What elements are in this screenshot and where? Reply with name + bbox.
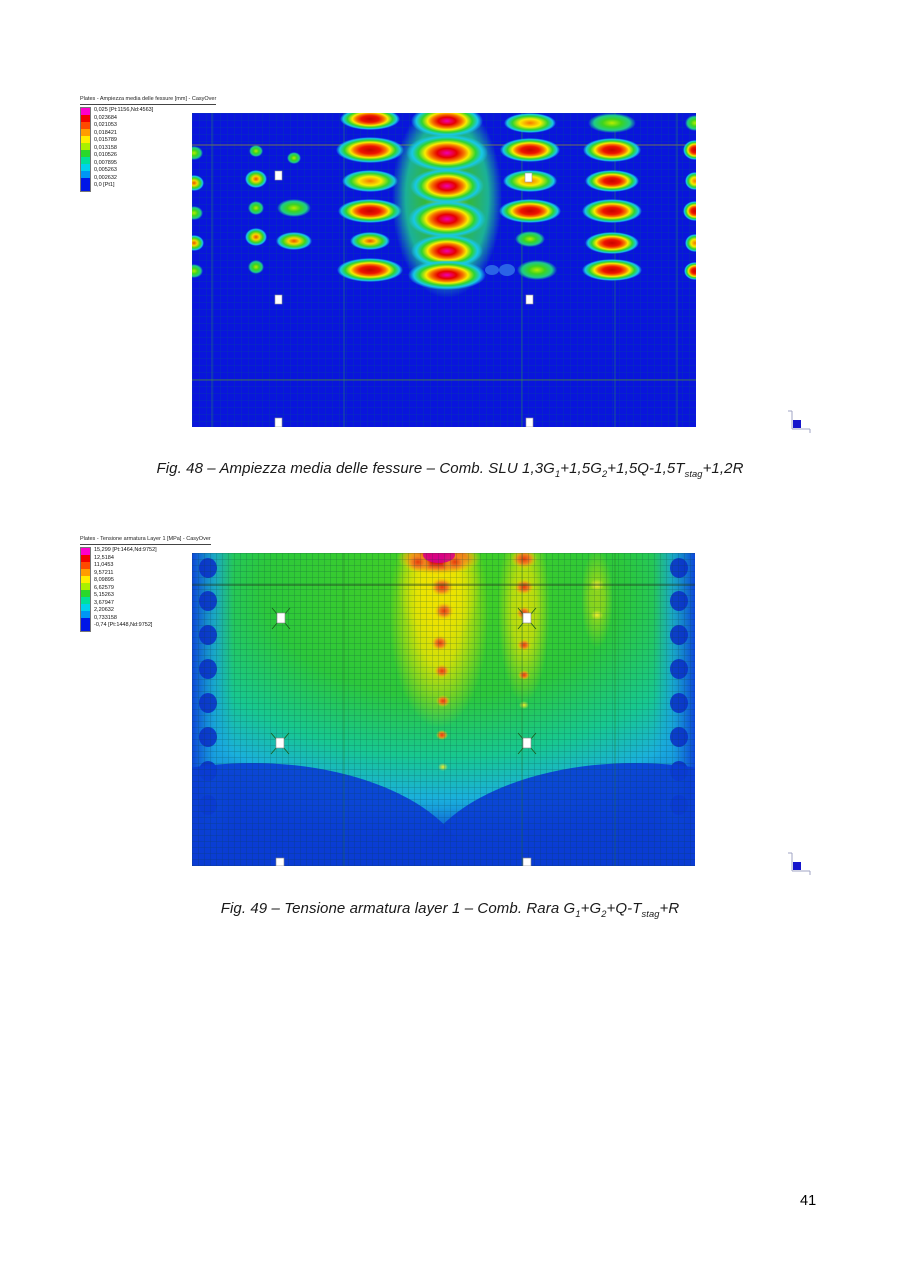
legend-entry: 0,010526	[94, 152, 117, 158]
legend-entry: 0,007895	[94, 159, 117, 166]
fig49-colorbar	[80, 547, 91, 632]
colorbar-segment	[81, 576, 90, 583]
colorbar-segment	[81, 548, 90, 555]
legend-entry: 15,299 [Pt:1464,Nd:9752]	[94, 547, 157, 553]
caption-text: +1,5G	[560, 460, 602, 477]
legend-entry: 0,018421	[94, 129, 117, 136]
colorbar-segment	[81, 171, 90, 178]
legend-entry: 8,09895	[94, 577, 114, 583]
legend-entry: 12,5184	[94, 554, 114, 561]
colorbar-segment	[81, 129, 90, 136]
caption-subscript: 1	[575, 909, 581, 919]
legend-entry: -0,74 [Pt:1448,Nd:9752]	[94, 622, 153, 628]
legend-entry: 6,62579	[94, 584, 114, 591]
legend-entry: 5,15263	[94, 592, 114, 598]
support-marker	[525, 417, 534, 427]
support-marker	[275, 857, 285, 866]
legend-entry: 2,20632	[94, 607, 114, 613]
legend-entry: 9,57211	[94, 569, 114, 576]
caption-text: +1,5Q-1,5T	[607, 460, 685, 477]
fig49-major-gridlines	[192, 553, 695, 866]
support-marker	[276, 612, 286, 624]
support-marker	[275, 737, 285, 749]
caption-text: +Q-T	[606, 900, 642, 917]
colorbar-segment	[81, 583, 90, 590]
colorbar-segment	[81, 150, 90, 157]
caption-text: Fig. 49 – Tensione armatura layer 1 – Co…	[220, 900, 576, 917]
legend-entry: 0,002632	[94, 174, 117, 181]
fig48-legend-labels: 0,025 [Pt:1156,Nd:4563] 0,023684 0,021053 0…	[94, 107, 153, 190]
legend-entry: 0,733158	[94, 614, 117, 621]
fig48-legend: Plates - Ampiezza media delle fessure [m…	[80, 96, 217, 192]
fig48-support-markers	[274, 170, 534, 427]
colorbar-segment	[81, 569, 90, 576]
colorbar-segment	[81, 590, 90, 597]
caption-subscript: 1	[554, 469, 561, 479]
caption-text: +R	[659, 900, 680, 917]
colorbar-segment	[81, 164, 90, 171]
caption-subscript: 2	[602, 469, 608, 479]
caption-text: +1,2R	[702, 460, 744, 477]
support-marker	[274, 417, 283, 427]
fig48-caption: Fig. 48 – Ampiezza media delle fessure –…	[0, 460, 900, 479]
fig49-legend: Plates - Tensione armatura Layer 1 [MPa]…	[80, 536, 211, 632]
colorbar-segment	[81, 611, 90, 618]
fig49-legend-title: Plates - Tensione armatura Layer 1 [MPa]…	[80, 536, 211, 545]
ucs-axes-icon	[788, 852, 811, 875]
fig48-heatmap-crack-width	[192, 113, 696, 427]
colorbar-segment	[81, 555, 90, 562]
support-marker	[522, 737, 532, 749]
support-marker	[525, 294, 534, 305]
colorbar-segment	[81, 136, 90, 143]
legend-entry: 3,67947	[94, 599, 114, 606]
ucs-axes-icon	[788, 410, 811, 433]
legend-entry: 0,005263	[94, 167, 117, 173]
legend-entry: 0,025 [Pt:1156,Nd:4563]	[94, 107, 154, 113]
colorbar-segment	[81, 108, 90, 115]
caption-subscript: 2	[601, 909, 607, 919]
caption-text: +G	[580, 900, 602, 917]
colorbar-segment	[81, 157, 90, 164]
colorbar-segment	[81, 618, 90, 631]
legend-entry: 0,0 [Pt1]	[94, 182, 115, 188]
support-marker	[274, 170, 283, 181]
colorbar-segment	[81, 562, 90, 569]
legend-entry: 0,015789	[94, 137, 117, 143]
fig49-heatmap-rebar-stress	[192, 553, 695, 866]
caption-text: Fig. 48 – Ampiezza media delle fessure –…	[156, 460, 555, 477]
support-marker	[524, 172, 533, 183]
legend-entry: 11,0453	[94, 562, 114, 568]
fig48-legend-title: Plates - Ampiezza media delle fessure [m…	[80, 96, 217, 105]
legend-entry: 0,013158	[94, 144, 117, 151]
colorbar-segment	[81, 115, 90, 122]
colorbar-segment	[81, 122, 90, 129]
colorbar-segment	[81, 597, 90, 604]
fig48-contour-blobs	[192, 113, 696, 298]
colorbar-segment	[81, 604, 90, 611]
caption-subscript: stag	[684, 469, 703, 479]
page-number: 41	[800, 1193, 817, 1209]
caption-subscript: stag	[641, 909, 660, 919]
support-marker	[522, 612, 532, 624]
fig49-legend-labels: 15,299 [Pt:1464,Nd:9752] 12,5184 11,0453 9,…	[94, 547, 157, 630]
fig48-colorbar	[80, 107, 91, 192]
colorbar-segment	[81, 178, 90, 191]
colorbar-segment	[81, 143, 90, 150]
legend-entry: 0,021053	[94, 122, 117, 128]
legend-entry: 0,023684	[94, 114, 117, 121]
fig49-caption: Fig. 49 – Tensione armatura layer 1 – Co…	[0, 900, 900, 919]
fig49-support-markers	[270, 607, 537, 866]
support-marker	[522, 857, 532, 866]
support-marker	[274, 294, 283, 305]
